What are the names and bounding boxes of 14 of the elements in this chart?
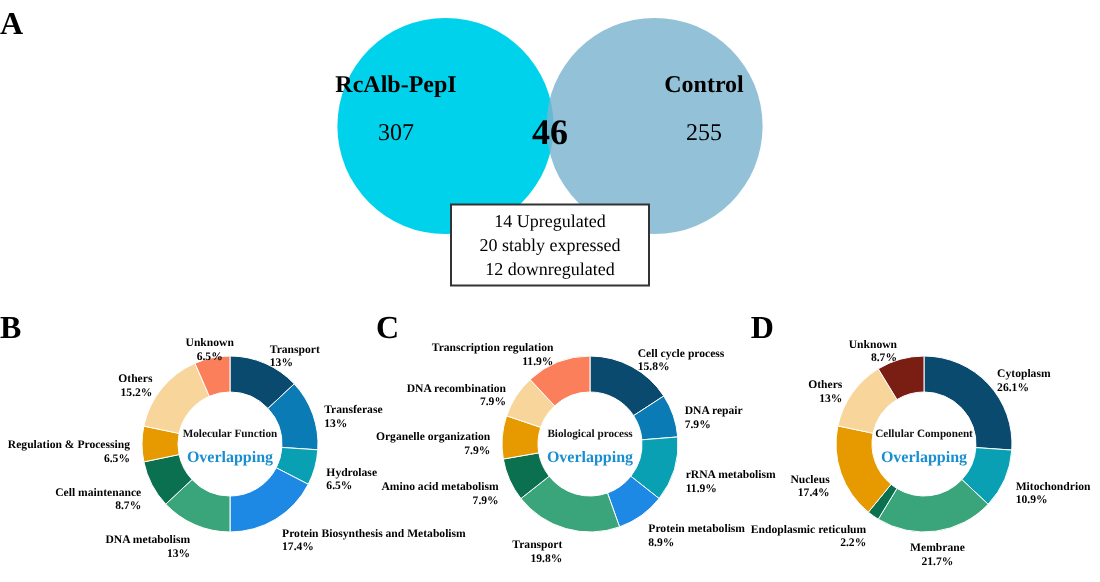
chart-title: D <box>750 312 774 346</box>
text: 12 downregulated <box>485 258 616 279</box>
text: A <box>0 8 24 42</box>
text: 20 stably expressed <box>479 235 622 255</box>
text: Overlapping <box>186 448 274 466</box>
chart-title: C <box>375 312 400 346</box>
data-label: 307 <box>378 117 414 146</box>
category-label: Control <box>664 70 746 98</box>
text: 14 Upregulated <box>494 211 607 232</box>
text: Overlapping <box>880 448 968 466</box>
data-label: 255 <box>686 117 722 146</box>
chart-title: B <box>0 312 22 346</box>
text: 46 <box>532 112 568 153</box>
text: Overlapping <box>546 448 634 466</box>
